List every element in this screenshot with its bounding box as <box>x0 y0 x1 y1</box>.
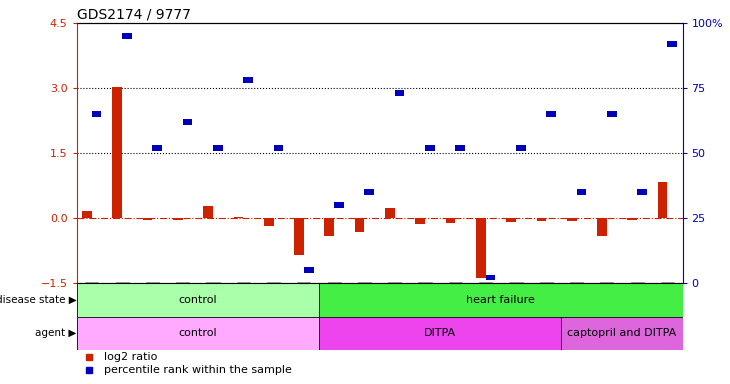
Bar <box>142 218 153 220</box>
Bar <box>364 189 374 195</box>
Bar <box>537 218 546 221</box>
Text: log2 ratio: log2 ratio <box>104 352 157 362</box>
Bar <box>92 111 101 117</box>
Bar <box>294 218 304 255</box>
Bar <box>546 111 556 117</box>
Bar <box>112 87 122 218</box>
Bar <box>173 218 182 220</box>
Bar <box>213 145 223 151</box>
Bar <box>319 283 683 316</box>
Bar <box>122 33 132 39</box>
Bar <box>658 182 667 218</box>
Bar <box>334 202 344 208</box>
Bar <box>203 206 213 218</box>
Bar <box>415 218 425 224</box>
Text: GDS2174 / 9777: GDS2174 / 9777 <box>77 8 191 22</box>
Bar <box>566 218 577 221</box>
Bar <box>577 189 586 195</box>
Text: agent ▶: agent ▶ <box>35 328 77 338</box>
Bar <box>425 145 435 151</box>
Bar <box>485 275 496 280</box>
Bar <box>264 218 274 226</box>
Bar <box>637 189 647 195</box>
Bar <box>607 111 617 117</box>
Bar <box>506 218 516 222</box>
Bar <box>182 119 193 124</box>
Text: heart failure: heart failure <box>466 295 535 305</box>
Bar <box>234 217 243 218</box>
Bar <box>324 218 334 236</box>
Text: control: control <box>179 295 217 305</box>
Bar <box>627 218 637 220</box>
Bar <box>304 267 314 273</box>
Bar <box>82 211 92 218</box>
Bar <box>516 145 526 151</box>
Bar <box>385 209 395 218</box>
Text: DITPA: DITPA <box>424 328 456 338</box>
Text: disease state ▶: disease state ▶ <box>0 295 77 305</box>
Text: captopril and DITPA: captopril and DITPA <box>567 328 677 338</box>
Bar <box>77 283 319 316</box>
Bar <box>476 218 485 278</box>
Bar <box>355 218 364 232</box>
Bar <box>456 145 465 151</box>
Bar <box>274 145 283 151</box>
Text: percentile rank within the sample: percentile rank within the sample <box>104 365 292 375</box>
Bar <box>153 145 162 151</box>
Bar <box>561 316 683 350</box>
Text: control: control <box>179 328 217 338</box>
Bar <box>395 90 404 96</box>
Bar <box>667 41 677 46</box>
Bar <box>243 77 253 83</box>
Bar <box>77 316 319 350</box>
Bar <box>597 218 607 236</box>
Bar <box>319 316 561 350</box>
Bar <box>445 218 456 223</box>
